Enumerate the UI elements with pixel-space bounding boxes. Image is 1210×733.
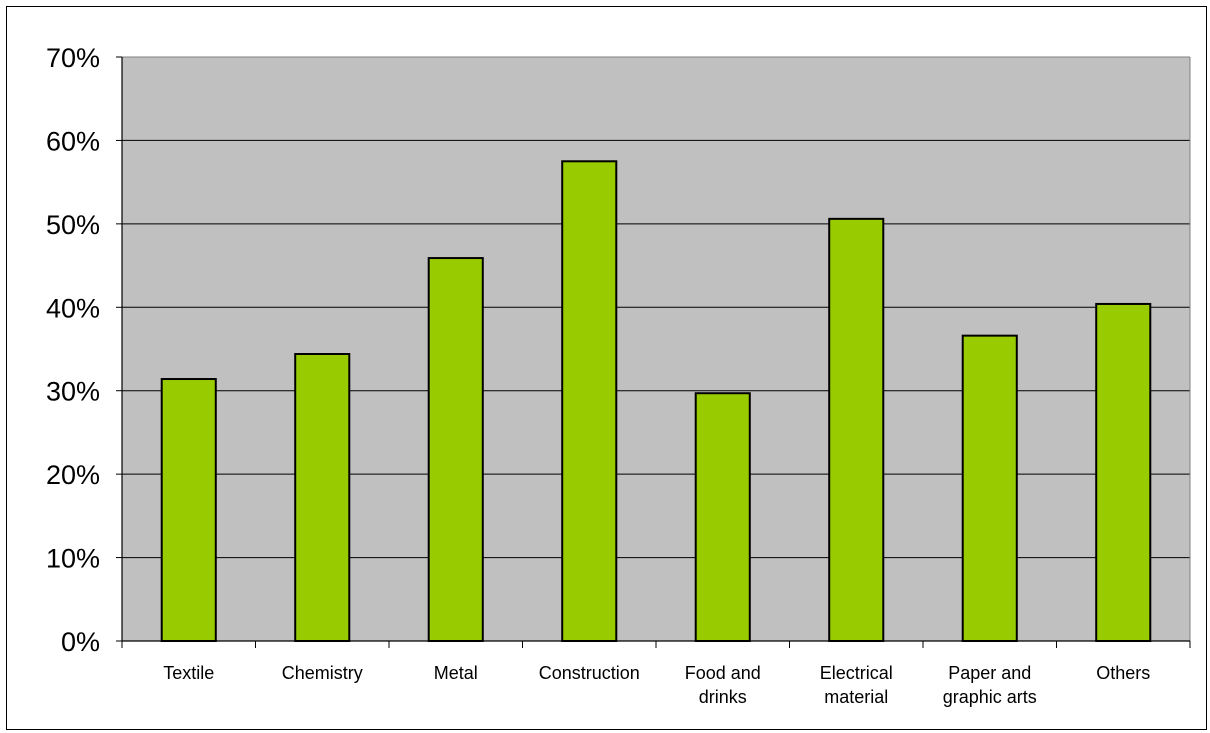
bar — [1095, 302, 1152, 642]
bar — [294, 353, 351, 642]
bars — [160, 160, 1152, 643]
y-tick-label: 10% — [46, 544, 100, 574]
y-tick-label: 50% — [46, 210, 100, 240]
y-tick-label: 20% — [46, 460, 100, 490]
axes — [116, 56, 1191, 648]
y-tick-label: 70% — [46, 43, 100, 73]
y-tick-label: 30% — [46, 377, 100, 407]
x-tick-label: Chemistry — [282, 663, 363, 683]
x-tick-label: Electrical material — [820, 663, 893, 707]
x-tick-label: Paper and graphic arts — [943, 663, 1037, 707]
x-tick-label: Textile — [163, 663, 214, 683]
x-tick-label: Others — [1096, 663, 1150, 683]
x-tick-label: Construction — [539, 663, 640, 683]
bar — [694, 392, 751, 642]
bar — [828, 217, 885, 642]
bar — [561, 160, 618, 643]
plot-area — [122, 57, 1190, 641]
x-tick-label: Food and drinks — [685, 663, 761, 707]
x-tick-label: Metal — [434, 663, 478, 683]
bar — [160, 378, 217, 642]
y-tick-label: 0% — [61, 627, 100, 657]
y-tick-label: 40% — [46, 293, 100, 323]
x-tick-labels: Textile Chemistry Metal Construction Food an… — [163, 663, 1150, 707]
y-tick-labels: 0% 10% 20% 30% 40% 50% 60% 70% — [46, 43, 100, 657]
bar — [427, 257, 484, 642]
y-tick-label: 60% — [46, 126, 100, 156]
bar — [961, 334, 1018, 642]
